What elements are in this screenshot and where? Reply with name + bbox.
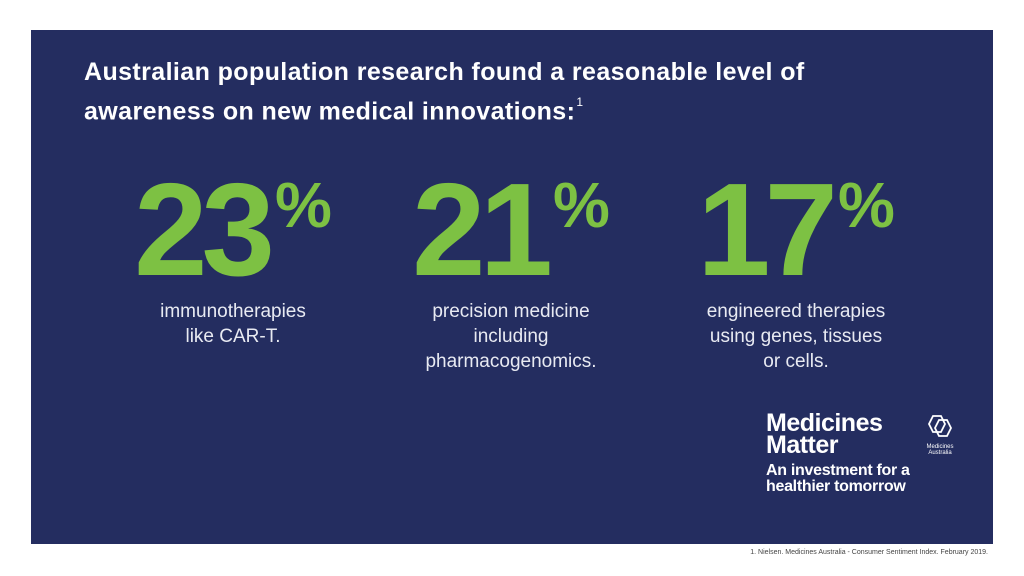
headline: Australian population research found a r… (84, 55, 884, 128)
stat-value: 23 (134, 156, 275, 303)
stat-number: 17% (656, 156, 936, 303)
stat-engineered-therapies: 17% engineered therapies using genes, ti… (656, 156, 936, 374)
medicines-australia-label: Medicines Australia (926, 444, 954, 456)
hexagon-logo-icon (927, 415, 953, 437)
stat-unit: % (274, 169, 332, 241)
infographic-panel (31, 30, 993, 544)
stat-description: immunotherapies like CAR-T. (160, 301, 306, 347)
medicines-matter-logo: Medicines Matter An investment for a hea… (766, 409, 976, 495)
stat-value: 17 (697, 156, 838, 303)
stat-value: 21 (412, 156, 553, 303)
stat-precision-medicine: 21% precision medicine including pharmac… (371, 156, 651, 374)
stat-unit: % (552, 169, 610, 241)
stat-description: precision medicine including pharmacogen… (425, 301, 597, 372)
footnote-marker: 1 (576, 95, 584, 109)
headline-text: Australian population research found a r… (84, 58, 805, 126)
logo-brand: Medicines Matter (766, 409, 883, 459)
stat-immunotherapies: 23% immunotherapies like CAR-T. (93, 156, 373, 349)
stat-description: engineered therapies using genes, tissue… (706, 301, 886, 372)
stat-number: 23% (93, 156, 373, 303)
stat-number: 21% (371, 156, 651, 303)
source-footnote: 1. Nielsen. Medicines Australia - Consum… (750, 549, 988, 556)
stat-unit: % (837, 169, 895, 241)
logo-tagline: An investment for a healthier tomorrow (766, 462, 910, 495)
medicines-australia-mark: Medicines Australia (918, 414, 962, 456)
